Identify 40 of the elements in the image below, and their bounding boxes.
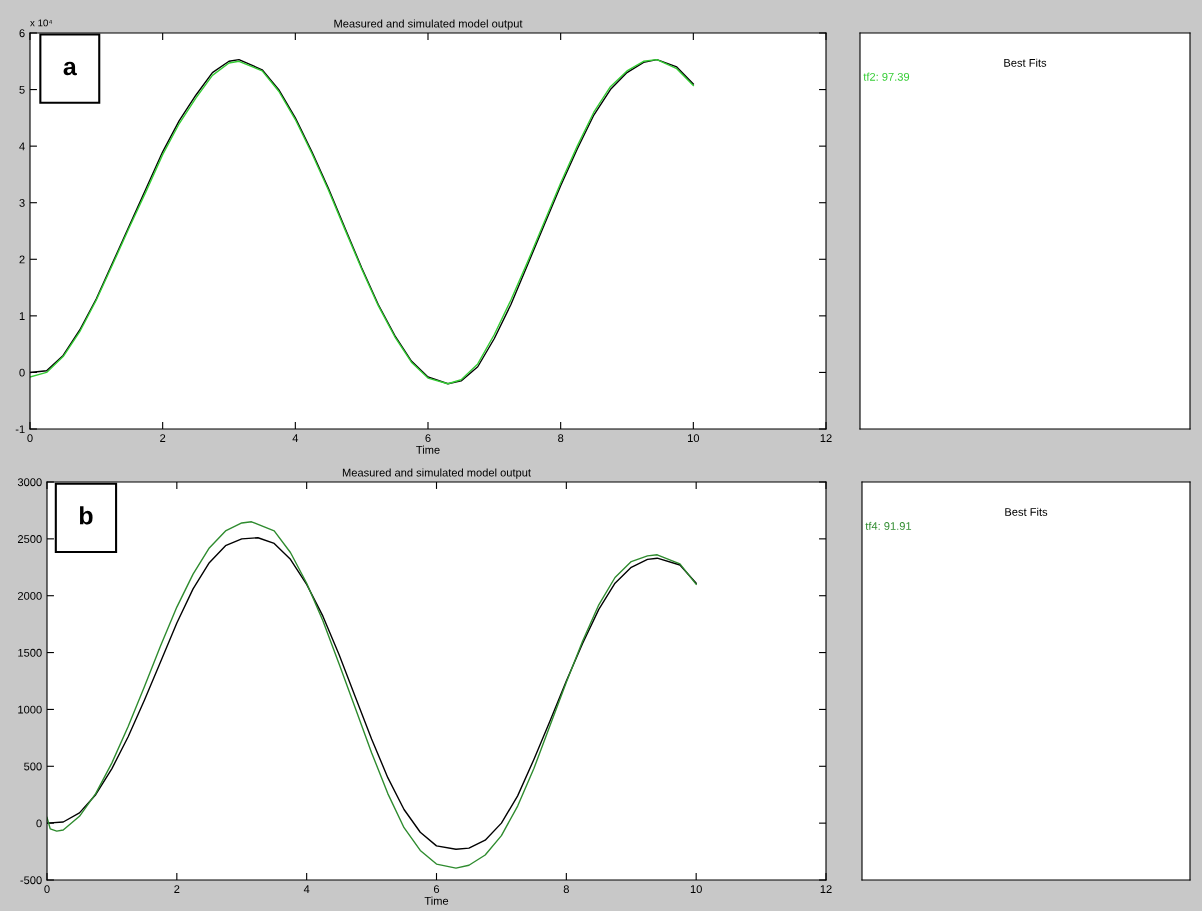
x-tick-label: 12 <box>820 885 832 893</box>
x-axis-title: Time <box>424 896 449 905</box>
x-tick-label: 2 <box>160 434 166 442</box>
y-tick-label: 2000 <box>17 591 42 600</box>
text: Best Fits <box>1004 58 1047 67</box>
x-tick-label: 4 <box>303 885 310 893</box>
y-tick-label: 0 <box>19 368 25 377</box>
x-tick-label: 8 <box>563 885 569 894</box>
y-tick-label: 2 <box>19 255 25 264</box>
x-tick-label: 6 <box>433 885 440 894</box>
y-tick-label: 5 <box>19 85 25 94</box>
x-tick-label: 8 <box>558 434 564 443</box>
y-tick-label: 3000 <box>17 478 42 487</box>
x-tick-label: 12 <box>820 434 832 442</box>
y-tick-label: 3 <box>19 198 25 207</box>
y-tick-label: 1500 <box>18 648 42 657</box>
y-tick-label: 1000 <box>18 705 42 714</box>
annotation: b <box>79 506 93 525</box>
y-tick-label: -1 <box>15 425 25 434</box>
text: tf2: 97.39 <box>863 72 910 81</box>
y-tick-label: -500 <box>20 876 42 885</box>
x-axis-title: Time <box>416 445 440 454</box>
x-tick-label: 2 <box>174 885 180 893</box>
x-tick-label: 6 <box>425 434 431 443</box>
text: Best Fits <box>1005 507 1048 516</box>
y-tick-label: 1 <box>19 312 25 320</box>
y-tick-label: 4 <box>19 142 25 151</box>
y-tick-label: 0 <box>36 819 42 828</box>
x-tick-label: 0 <box>44 885 50 894</box>
x-tick-label: 10 <box>688 434 700 443</box>
text: x 10⁴ <box>30 19 53 27</box>
x-tick-label: 10 <box>690 885 702 894</box>
y-tick-label: 6 <box>19 29 25 38</box>
text: tf4: 91.91 <box>865 521 912 530</box>
chart-title: Measured and simulated model output <box>342 468 531 479</box>
annotation: a <box>63 61 77 76</box>
x-tick-label: 4 <box>292 434 299 442</box>
chart-title: Measured and simulated model output <box>334 19 523 30</box>
y-tick-label: 500 <box>24 762 42 771</box>
y-tick-label: 2500 <box>17 535 42 543</box>
